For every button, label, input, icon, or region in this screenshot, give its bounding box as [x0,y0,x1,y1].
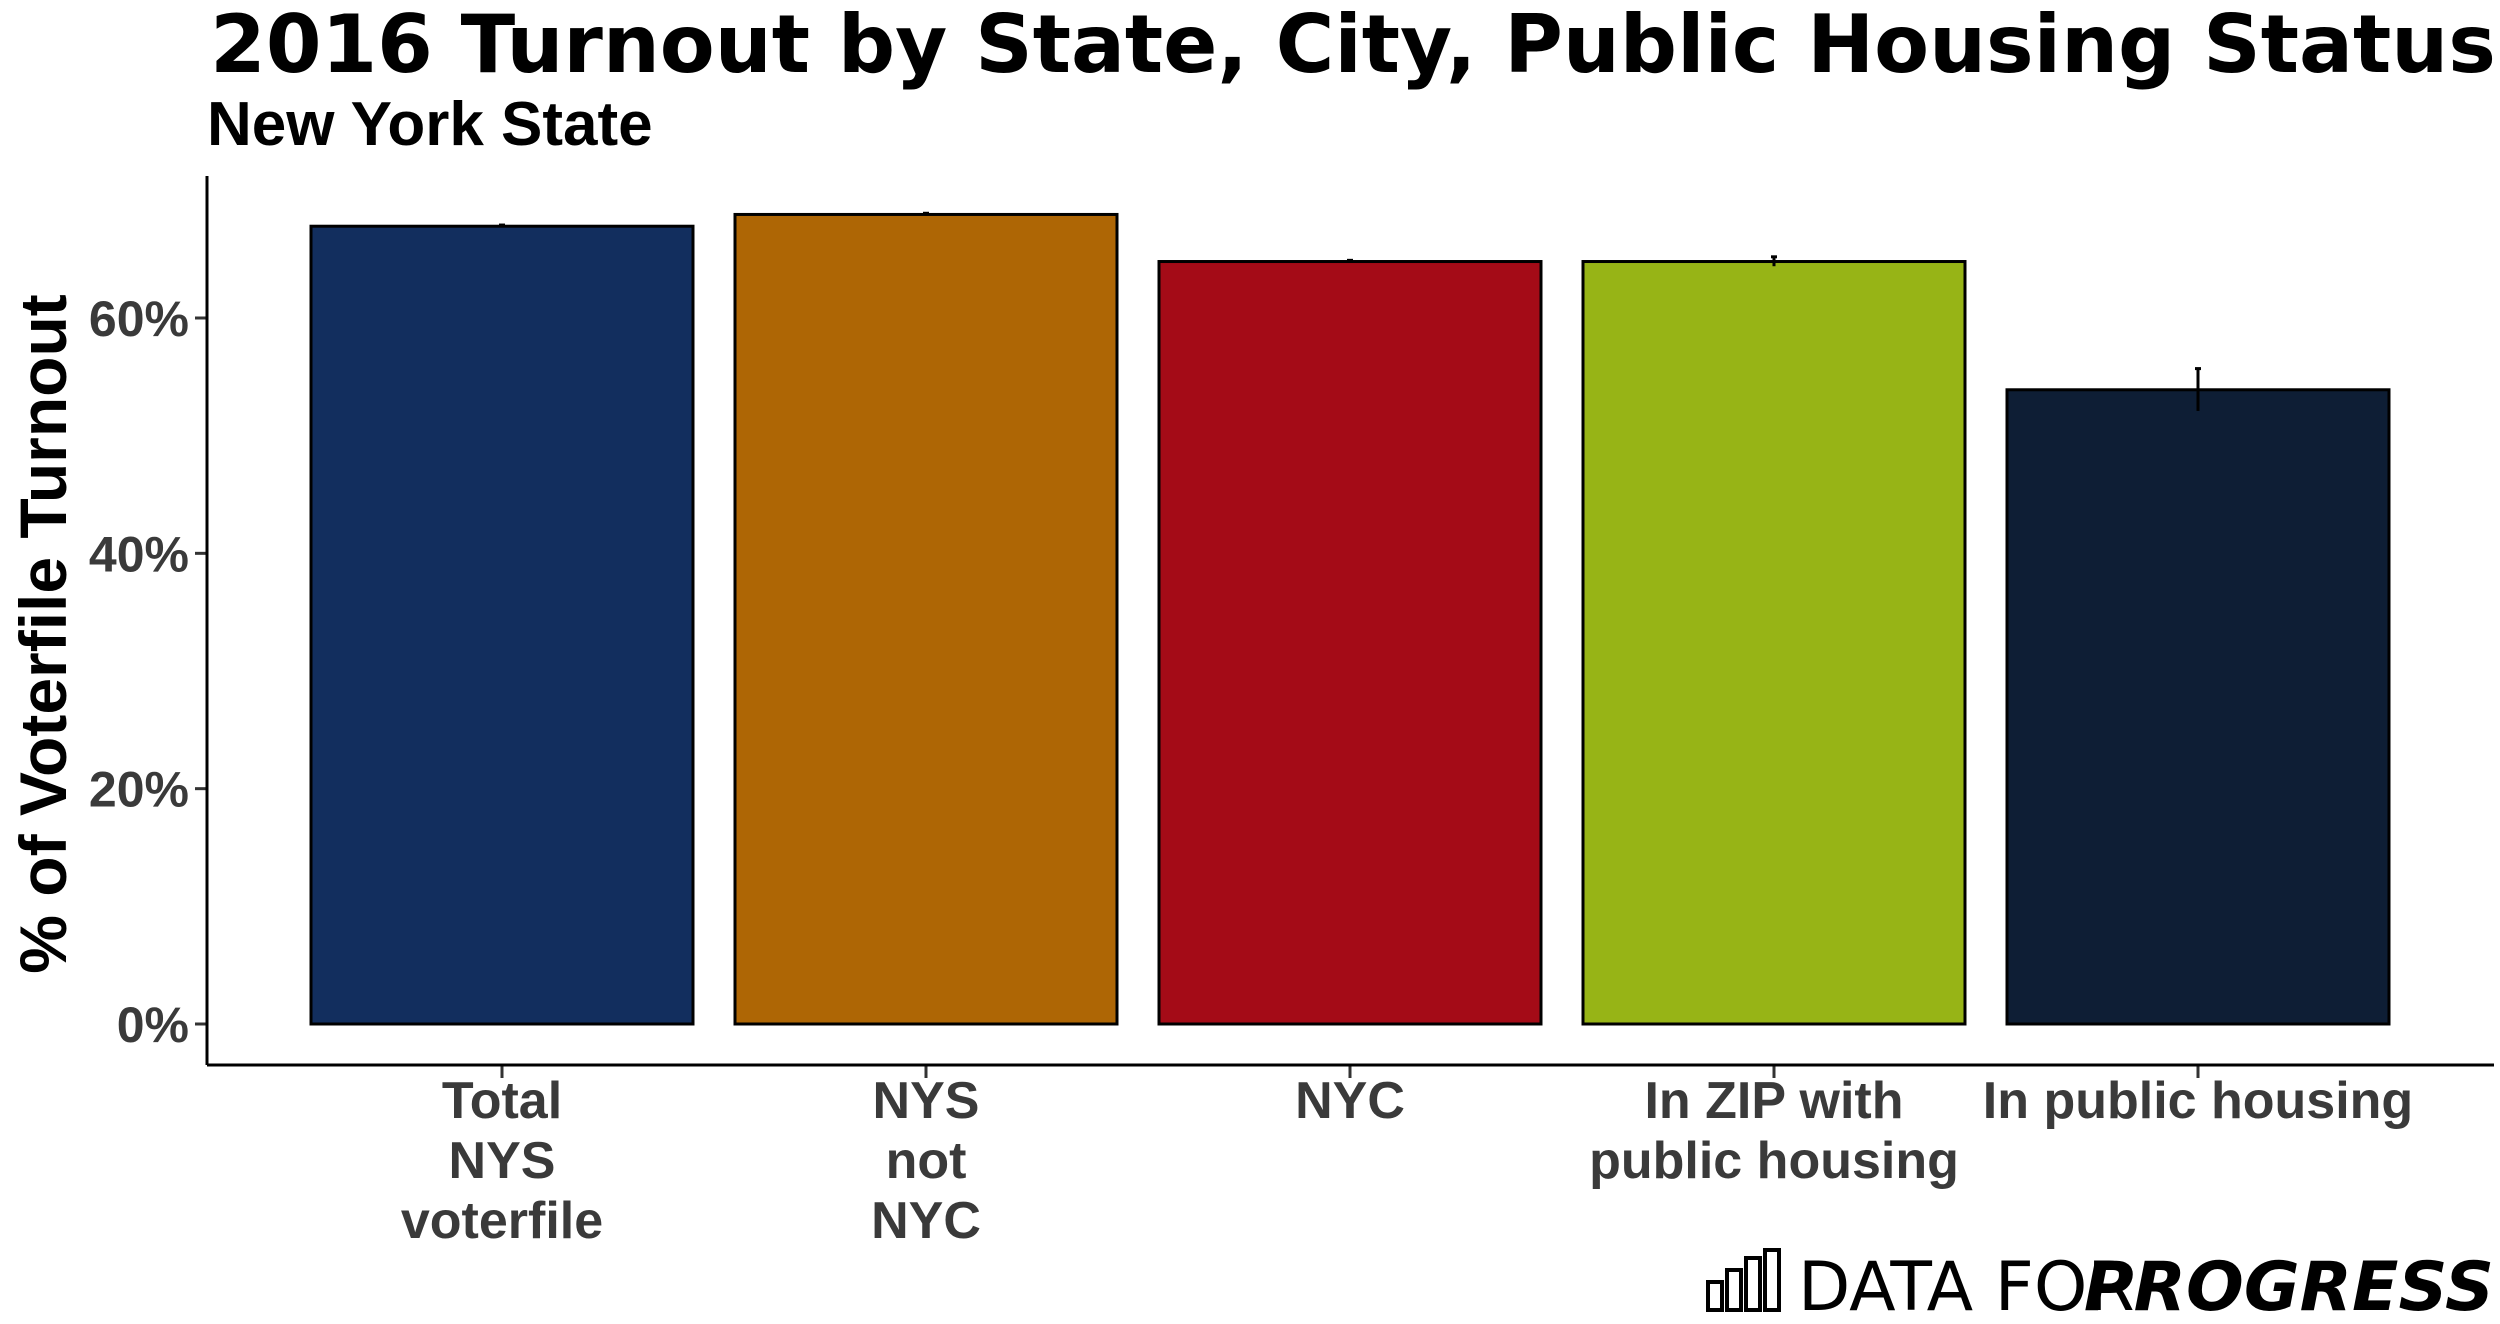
error-bars [499,211,2201,411]
y-tick-label: 60% [89,291,189,347]
bar [309,224,695,1026]
x-category-label: NYS [873,1072,980,1130]
x-category-label: NYC [871,1192,981,1250]
bar-chart-icon [1706,1248,1781,1312]
x-category-label: Total [442,1072,562,1130]
brand-logo: DATA FOR PROGRESS [1706,1248,2494,1324]
chart-title: 2016 Turnout by State, City, Public Hous… [210,0,2496,91]
x-category-label: NYC [1295,1072,1405,1130]
bar [2005,388,2391,1026]
x-axis-ticks [500,1065,2200,1078]
x-category-label: NYS [449,1132,556,1190]
brand-text-light: DATA FOR [1798,1248,2135,1324]
x-category-label: not [886,1132,967,1190]
x-category-label: In public housing [1983,1072,2413,1130]
bar [1157,260,1543,1026]
bar [1581,260,1967,1026]
brand-text-bold: PROGRESS [2084,1248,2494,1324]
chart-subtitle: New York State [207,90,653,159]
y-tick-label: 20% [89,762,189,818]
x-category-label: voterfile [401,1192,603,1250]
y-tick-label: 40% [89,526,189,582]
y-tick-label: 0% [117,997,189,1053]
y-axis-title: % of Voterfile Turnout [6,294,80,974]
x-category-label: In ZIP with [1644,1072,1903,1130]
y-axis-ticks: 0% 20% 40% 60% [89,291,207,1053]
bar [733,212,1119,1026]
bars [309,212,2391,1026]
x-category-label: public housing [1589,1132,1959,1190]
